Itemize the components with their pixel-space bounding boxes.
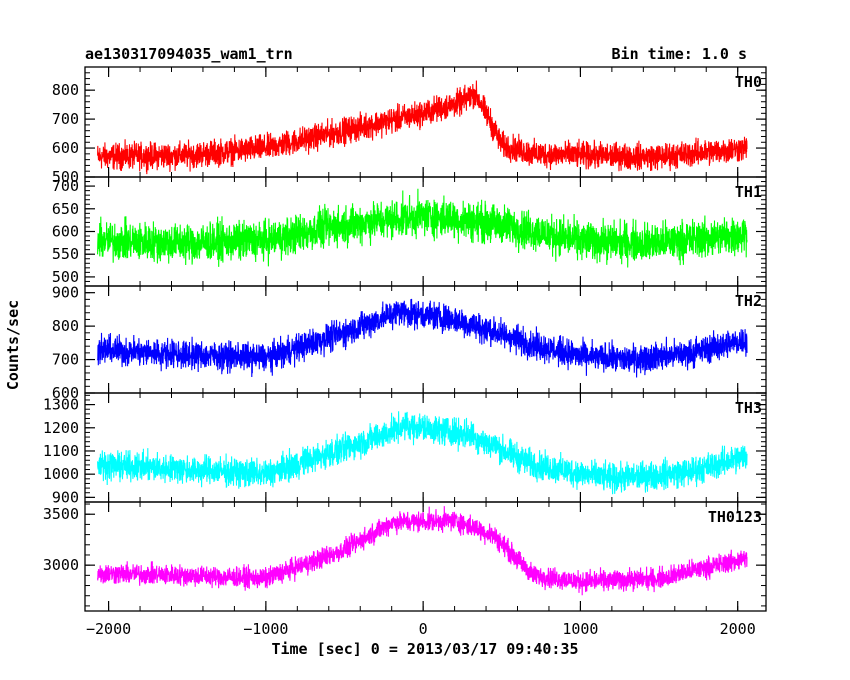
panel-frame <box>84 285 767 394</box>
y-tick-label: 1100 <box>43 442 79 460</box>
y-tick-label: 600 <box>52 139 79 157</box>
y-tick-label: 550 <box>52 245 79 263</box>
series-th3 <box>97 411 748 495</box>
series-th1 <box>97 188 748 268</box>
y-tick-label: 1200 <box>43 419 79 437</box>
panel-frame <box>84 501 767 612</box>
y-axis-label: Counts/sec <box>4 300 22 390</box>
panel-th3: 900 1000 1100 1200 1300 TH3 <box>43 392 767 506</box>
y-tick-label: 700 <box>52 177 79 195</box>
y-tick-label: 700 <box>52 110 79 128</box>
series-th2 <box>97 298 748 378</box>
panel-th0123: 3000 3500 TH0123 <box>43 501 767 612</box>
y-tick-label: 600 <box>52 223 79 241</box>
panels-group: 500 600 700 800 TH0 500 550 600 650 700 TH1 600 700 8… <box>43 66 767 612</box>
panel-th1: 500 550 600 650 700 TH1 <box>52 176 767 287</box>
x-tick-label: 2000 <box>720 620 756 638</box>
y-tick-label: 1300 <box>43 396 79 414</box>
panel-label-th3: TH3 <box>735 399 762 417</box>
y-tick-label: 600 <box>52 384 79 402</box>
y-tick-label: 900 <box>52 488 79 506</box>
x-axis: −2000 −1000 0 1000 2000 <box>86 620 756 638</box>
y-tick-label: 700 <box>52 351 79 369</box>
y-tick-label: 500 <box>52 268 79 286</box>
y-tick-label: 3000 <box>43 556 79 574</box>
y-tick-label: 3500 <box>43 505 79 523</box>
y-tick-label: 500 <box>52 168 79 186</box>
panel-th2: 600 700 800 900 TH2 <box>52 284 767 402</box>
y-tick-label: 800 <box>52 317 79 335</box>
x-tick-label: 0 <box>419 620 428 638</box>
panel-label-th0: TH0 <box>735 73 762 91</box>
panel-label-th0123: TH0123 <box>708 508 762 526</box>
series-th0 <box>97 80 748 175</box>
y-tick-label: 650 <box>52 200 79 218</box>
panel-th0: 500 600 700 800 TH0 <box>52 66 767 186</box>
panel-label-th1: TH1 <box>735 183 762 201</box>
bin-time-label: Bin time: 1.0 s <box>612 45 747 63</box>
x-tick-label: −2000 <box>86 620 131 638</box>
y-tick-label: 800 <box>52 81 79 99</box>
series-th0123 <box>97 506 748 596</box>
chart-title: ae130317094035_wam1_trn <box>85 45 293 63</box>
y-tick-label: 900 <box>52 284 79 302</box>
y-tick-label: 1000 <box>43 465 79 483</box>
x-tick-label: −1000 <box>243 620 288 638</box>
panel-label-th2: TH2 <box>735 292 762 310</box>
x-axis-label: Time [sec] 0 = 2013/03/17 09:40:35 <box>271 640 578 658</box>
x-tick-label: 1000 <box>562 620 598 638</box>
